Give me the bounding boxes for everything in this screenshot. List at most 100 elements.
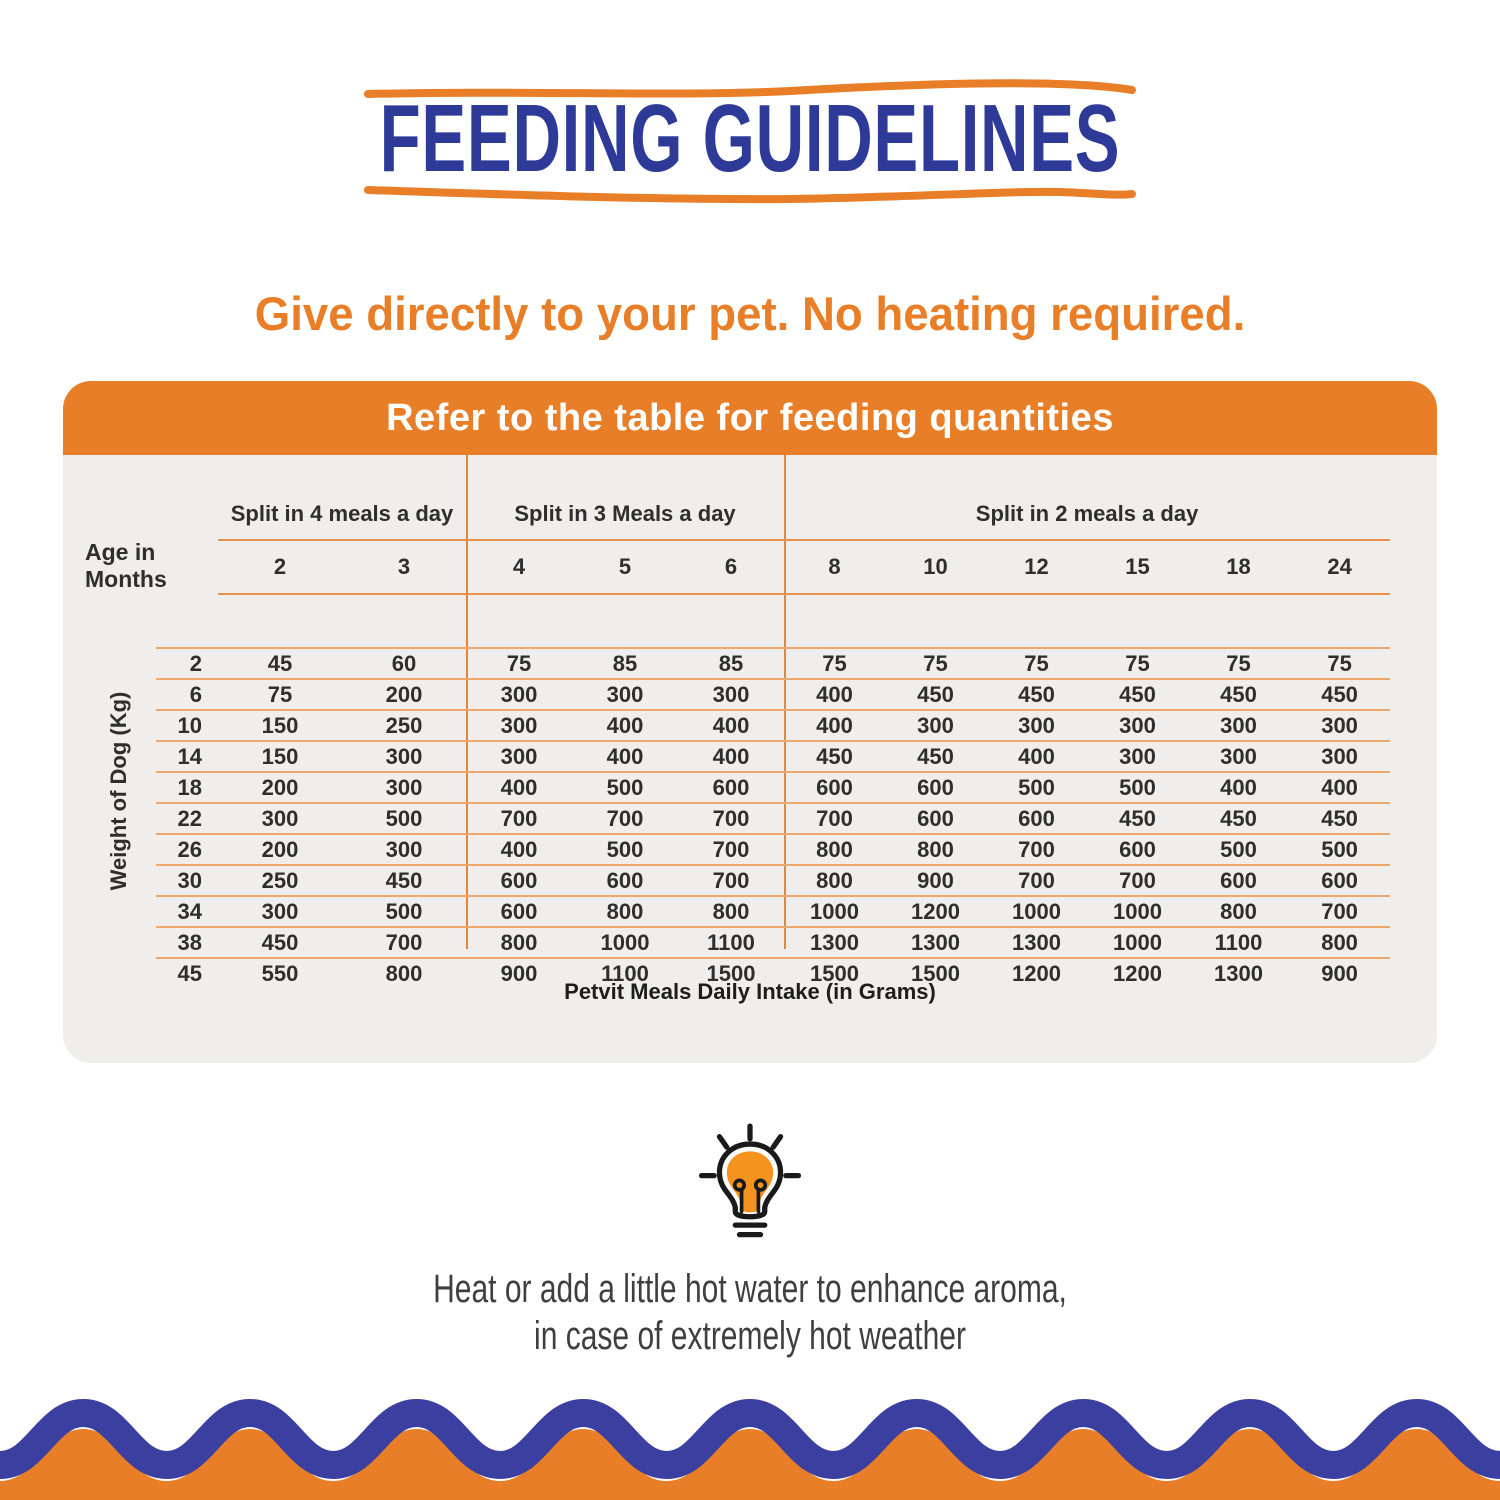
intake-cell: 900 — [885, 864, 987, 896]
age-column-header: 8 — [784, 540, 886, 595]
intake-cell: 450 — [1289, 802, 1391, 834]
intake-cell: 800 — [1188, 895, 1290, 927]
intake-cell: 450 — [1087, 678, 1189, 710]
intake-cell: 300 — [466, 678, 573, 710]
table-row: 22 300 500 700 700 700 700 600 600 450 450 450 — [156, 802, 1391, 834]
table-corner-spacer — [156, 455, 218, 540]
intake-cell: 400 — [678, 740, 785, 772]
intake-cell: 300 — [342, 833, 467, 865]
weight-row-header: 26 — [156, 833, 218, 865]
weight-row-header: 22 — [156, 802, 218, 834]
weight-row-header: 2 — [156, 647, 218, 679]
intake-cell: 75 — [1188, 647, 1290, 679]
meal-group-label: Split in 4 meals a day — [218, 455, 467, 541]
intake-cell: 75 — [986, 647, 1088, 679]
bulb-base — [732, 1222, 768, 1238]
table-row: 26 200 300 400 500 700 800 800 700 600 500 500 — [156, 833, 1391, 865]
table-row: 38 450 700 800 1000 1100 1300 1300 1300 1000 1100 8… — [156, 926, 1391, 958]
intake-cell: 300 — [572, 678, 679, 710]
weight-axis-label: Weight of Dog (Kg) — [106, 691, 131, 891]
intake-cell: 450 — [342, 864, 467, 896]
intake-cell: 1500 — [784, 957, 886, 988]
intake-cell: 250 — [342, 709, 467, 741]
intake-cell: 300 — [1188, 709, 1290, 741]
title-overline-squiggle — [364, 79, 1136, 98]
feeding-table: Split in 4 meals a day Split in 3 Meals a… — [156, 455, 1391, 988]
bottom-wave-border — [0, 1398, 1500, 1500]
weight-row-header: 18 — [156, 771, 218, 803]
age-column-header: 24 — [1289, 540, 1391, 595]
intake-cell: 400 — [986, 740, 1088, 772]
intake-cell: 500 — [572, 771, 679, 803]
intake-cell: 500 — [342, 802, 467, 834]
intake-cell: 1300 — [784, 926, 886, 958]
intake-cell: 600 — [986, 802, 1088, 834]
intake-cell: 250 — [218, 864, 342, 896]
intake-cell: 800 — [466, 926, 573, 958]
age-column-header: 10 — [885, 540, 987, 595]
intake-cell: 1100 — [572, 957, 679, 988]
intake-cell: 400 — [466, 833, 573, 865]
intake-cell: 800 — [784, 864, 886, 896]
age-column-header: 2 — [218, 540, 342, 595]
age-column-header: 15 — [1087, 540, 1189, 595]
intake-cell: 1000 — [1087, 895, 1189, 927]
intake-cell: 700 — [1289, 895, 1391, 927]
intake-cell: 1000 — [784, 895, 886, 927]
intake-cell: 600 — [572, 864, 679, 896]
table-row: 6 75 200 300 300 300 400 450 450 450 450 450 — [156, 678, 1391, 710]
age-column-header: 6 — [678, 540, 785, 595]
intake-cell: 1200 — [986, 957, 1088, 988]
table-caption: Petvit Meals Daily Intake (in Grams) — [564, 979, 936, 1004]
weight-row-header: 14 — [156, 740, 218, 772]
intake-cell: 450 — [1087, 802, 1189, 834]
intake-cell: 300 — [466, 709, 573, 741]
tip-line-1: Heat or add a little hot water to enhanc… — [433, 1267, 1067, 1311]
intake-cell: 200 — [218, 833, 342, 865]
intake-cell: 300 — [1188, 740, 1290, 772]
age-column-header: 5 — [572, 540, 679, 595]
intake-cell: 400 — [784, 678, 886, 710]
intake-cell: 300 — [218, 802, 342, 834]
intake-cell: 600 — [1188, 864, 1290, 896]
intake-cell: 400 — [678, 709, 785, 741]
bulb-glow — [726, 1151, 774, 1213]
table-row: 2 45 60 75 85 85 75 75 75 75 75 75 — [156, 647, 1391, 679]
intake-cell: 150 — [218, 709, 342, 741]
intake-cell: 1000 — [986, 895, 1088, 927]
age-column-header: 4 — [466, 540, 573, 595]
intake-cell: 400 — [1188, 771, 1290, 803]
squiggle-stroke — [364, 79, 1136, 98]
intake-cell: 60 — [342, 647, 467, 679]
table-corner-spacer — [156, 540, 218, 594]
intake-cell: 450 — [885, 678, 987, 710]
intake-cell: 300 — [986, 709, 1088, 741]
intake-cell: 300 — [1289, 709, 1391, 741]
intake-cell: 800 — [1289, 926, 1391, 958]
intake-cell: 75 — [1087, 647, 1189, 679]
intake-cell: 450 — [218, 926, 342, 958]
table-header-bar: Refer to the table for feeding quantitie… — [63, 381, 1437, 455]
intake-cell: 700 — [986, 864, 1088, 896]
intake-cell: 600 — [1087, 833, 1189, 865]
intake-cell: 600 — [466, 895, 573, 927]
intake-cell: 85 — [572, 647, 679, 679]
intake-cell: 600 — [1289, 864, 1391, 896]
intake-cell: 800 — [572, 895, 679, 927]
weight-row-header: 38 — [156, 926, 218, 958]
intake-cell: 700 — [342, 926, 467, 958]
weight-row-header: 34 — [156, 895, 218, 927]
intake-cell: 450 — [784, 740, 886, 772]
age-column-header: 3 — [342, 540, 467, 595]
wave-blue-path — [0, 1398, 1500, 1480]
table-row: 34 300 500 600 800 800 1000 1200 1000 1000 800 700 — [156, 895, 1391, 927]
intake-cell: 500 — [1087, 771, 1189, 803]
intake-cell: 200 — [218, 771, 342, 803]
subtitle: Give directly to your pet. No heating re… — [254, 287, 1246, 340]
intake-cell: 700 — [986, 833, 1088, 865]
intake-cell: 400 — [466, 771, 573, 803]
table-row: 45 550 800 900 1100 1500 1500 1500 1200 1200 1300 9… — [156, 957, 1391, 988]
intake-cell: 300 — [1087, 709, 1189, 741]
intake-cell: 1500 — [678, 957, 785, 988]
intake-cell: 300 — [678, 678, 785, 710]
